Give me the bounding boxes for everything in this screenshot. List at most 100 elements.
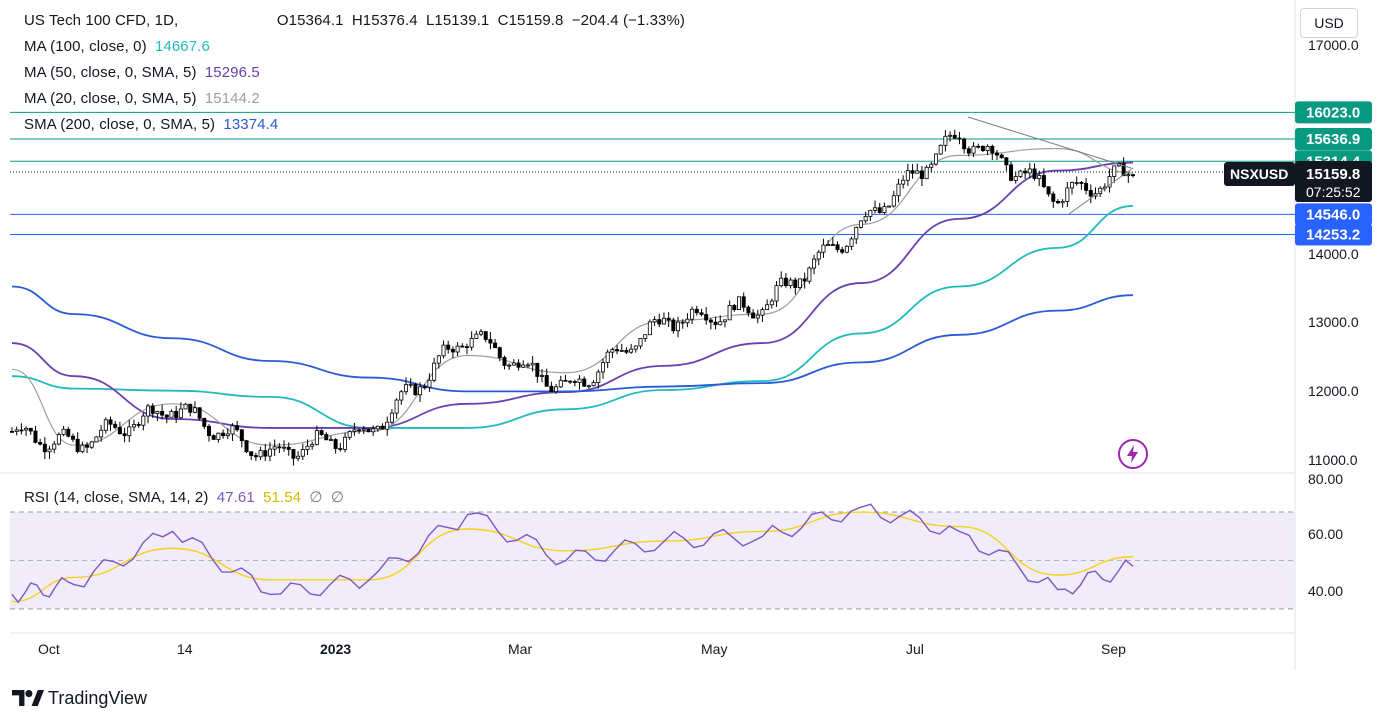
rsi-legend[interactable]: RSI (14, close, SMA, 14, 2) 47.61 51.54 … xyxy=(24,488,348,506)
price-label: 14253.2 xyxy=(1306,227,1360,244)
candle-body xyxy=(291,449,296,459)
currency-button[interactable]: USD xyxy=(1300,8,1358,38)
candle-body xyxy=(708,319,713,323)
candle-body xyxy=(568,380,573,383)
candle-body xyxy=(14,429,19,432)
candlesticks xyxy=(9,129,1136,466)
candle-body xyxy=(324,434,329,441)
candle-body xyxy=(366,428,371,433)
candle-body xyxy=(38,442,43,445)
ma-line xyxy=(11,161,1134,429)
symbol-description[interactable]: US Tech 100 CFD, 1D, xyxy=(24,12,179,29)
candle-body xyxy=(160,410,165,416)
candle-body xyxy=(741,296,746,308)
candle-body xyxy=(502,357,507,366)
candle-body xyxy=(169,410,174,418)
candle-body xyxy=(1009,164,1014,181)
candle-body xyxy=(1121,162,1126,177)
candle-body xyxy=(146,405,151,417)
candle-body xyxy=(826,244,831,246)
candle-body xyxy=(994,152,999,156)
rsi-null-1: ∅ xyxy=(309,489,323,506)
candle-body xyxy=(328,439,333,441)
candle-body xyxy=(535,362,540,377)
rsi-line xyxy=(11,503,1134,604)
rsi-signal-line xyxy=(11,511,1134,603)
trendline[interactable] xyxy=(967,116,1132,169)
candle-body xyxy=(230,425,235,435)
candle-body xyxy=(394,399,399,414)
ohlc-change: −204.4 (−1.33%) xyxy=(571,12,686,29)
candle-body xyxy=(1126,174,1131,177)
price-label-bg xyxy=(1295,128,1372,151)
candle-body xyxy=(42,443,47,453)
candle-body xyxy=(408,383,413,386)
candle-body xyxy=(957,137,962,140)
candle-body xyxy=(891,195,896,207)
ohlc-open: O15364.1 xyxy=(276,12,344,29)
candle-body xyxy=(713,321,718,326)
candle-body xyxy=(699,312,704,315)
trendlines[interactable] xyxy=(967,116,1134,215)
candle-body xyxy=(690,308,695,320)
candle-body xyxy=(657,319,662,325)
price-axis[interactable]: 17000.0 14000.0 13000.0 12000.0 11000.0 xyxy=(1308,37,1359,468)
candle-body xyxy=(1051,193,1056,202)
candle-body xyxy=(751,312,756,319)
indicator-legend-sma200[interactable]: SMA (200, close, 0, SMA, 5) 13374.4 xyxy=(24,116,282,133)
candle-body xyxy=(192,407,197,413)
candle-body xyxy=(591,382,596,387)
candle-body xyxy=(131,424,136,428)
lightning-icon[interactable] xyxy=(1117,438,1149,470)
trendline[interactable] xyxy=(1068,167,1134,215)
candle-body xyxy=(1131,174,1136,177)
candle-body xyxy=(469,337,474,348)
candle-body xyxy=(47,448,52,453)
indicator-legend-ma100[interactable]: MA (100, close, 0) 14667.6 xyxy=(24,38,214,55)
candle-body xyxy=(1027,168,1032,174)
candle-body xyxy=(704,314,709,321)
candle-body xyxy=(1013,176,1018,181)
candle-body xyxy=(66,428,71,437)
price-label-bg xyxy=(1295,101,1372,124)
candle-body xyxy=(558,379,563,388)
candle-body xyxy=(399,391,404,401)
candle-body xyxy=(258,450,263,458)
ma-line xyxy=(11,205,1134,429)
candle-body xyxy=(450,348,455,353)
candle-body xyxy=(427,379,432,388)
rsi-axis[interactable]: 80.00 60.00 40.00 xyxy=(1308,471,1343,599)
candle-body xyxy=(221,432,226,437)
indicator-legend-ma20[interactable]: MA (20, close, 0, SMA, 5) 15144.2 xyxy=(24,90,264,107)
candle-body xyxy=(85,444,90,448)
price-label: 14546.0 xyxy=(1306,206,1360,223)
candle-body xyxy=(638,338,643,347)
candle-body xyxy=(962,138,967,150)
candle-body xyxy=(661,317,666,325)
time-tick: Mar xyxy=(508,641,532,657)
candle-body xyxy=(403,384,408,393)
candle-body xyxy=(1079,182,1084,184)
current-price-tag: NSXUSD 15159.8 07:25:52 xyxy=(1224,161,1372,202)
horizontal-levels[interactable] xyxy=(10,111,1295,236)
tradingview-branding[interactable]: TradingView xyxy=(12,686,147,710)
candle-body xyxy=(727,305,732,321)
price-label: 16023.0 xyxy=(1306,104,1360,121)
candle-body xyxy=(314,430,319,445)
time-axis[interactable]: Oct 14 2023 Mar May Jul Sep xyxy=(38,641,1126,657)
candle-body xyxy=(108,419,113,425)
candle-body xyxy=(61,428,66,435)
symbol-legend[interactable]: US Tech 100 CFD, 1D, O15364.1 H15376.4 L… xyxy=(24,12,689,29)
moving-averages xyxy=(11,147,1134,446)
indicator-legend-ma50[interactable]: MA (50, close, 0, SMA, 5) 15296.5 xyxy=(24,64,264,81)
candle-body xyxy=(600,362,605,373)
candle-body xyxy=(849,238,854,247)
candle-body xyxy=(202,417,207,427)
candle-body xyxy=(127,426,132,437)
candle-body xyxy=(94,436,99,443)
candle-body xyxy=(347,431,352,438)
candle-body xyxy=(915,170,920,174)
candle-body xyxy=(685,318,690,324)
